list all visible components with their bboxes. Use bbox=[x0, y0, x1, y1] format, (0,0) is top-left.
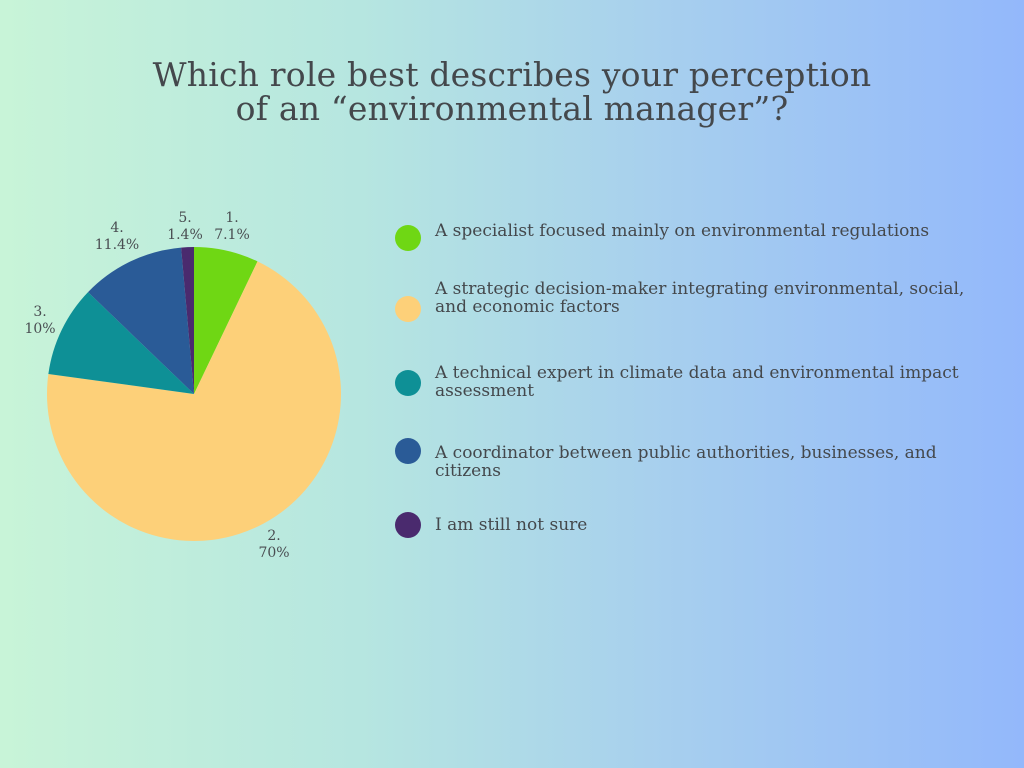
pie-label-number-3: 3. bbox=[33, 304, 46, 320]
pie-label-value-1: 7.1% bbox=[214, 227, 250, 243]
pie-label-3: 3. 10% bbox=[24, 304, 55, 337]
pie-label-value-4: 11.4% bbox=[95, 237, 139, 253]
pie-slice-5 bbox=[181, 247, 194, 394]
pie-label-1: 1. 7.1% bbox=[214, 210, 250, 243]
legend-swatch-2 bbox=[395, 296, 421, 322]
legend-label-4: A coordinator between public authorities… bbox=[435, 443, 937, 481]
legend-label-3: A technical expert in climate data and e… bbox=[435, 363, 959, 401]
legend-swatch-5 bbox=[395, 512, 421, 538]
pie-slice-1 bbox=[194, 247, 258, 394]
pie-label-value-5: 1.4% bbox=[167, 227, 203, 243]
pie-label-value-3: 10% bbox=[24, 321, 55, 337]
legend-label-2: A strategic decision-maker integrating e… bbox=[435, 279, 965, 317]
pie-label-number-2: 2. bbox=[267, 528, 280, 544]
chart-legend: A specialist focused mainly on environme… bbox=[395, 0, 995, 768]
pie-label-number-1: 1. bbox=[225, 210, 238, 226]
legend-label-1: A specialist focused mainly on environme… bbox=[435, 221, 930, 241]
pie-slice-3 bbox=[48, 292, 194, 394]
legend-swatch-4 bbox=[395, 438, 421, 464]
pie-label-number-4: 4. bbox=[110, 220, 123, 236]
pie-label-4: 4. 11.4% bbox=[95, 220, 139, 253]
pie-slice-4 bbox=[88, 247, 194, 394]
chart-title-line-1: Which role best describes your perceptio… bbox=[152, 55, 872, 94]
pie-label-5: 5. 1.4% bbox=[167, 210, 203, 243]
pie-label-number-5: 5. bbox=[178, 210, 191, 226]
legend-label-5: I am still not sure bbox=[435, 515, 588, 535]
chart-title-line-2: of an “environmental manager”? bbox=[235, 89, 789, 128]
pie-label-value-2: 70% bbox=[258, 545, 289, 561]
legend-swatch-1 bbox=[395, 225, 421, 251]
pie-slice-2 bbox=[47, 261, 341, 541]
pie-label-2: 2. 70% bbox=[258, 528, 289, 561]
legend-swatch-3 bbox=[395, 370, 421, 396]
chart-title: Which role best describes your perceptio… bbox=[0, 58, 1024, 126]
